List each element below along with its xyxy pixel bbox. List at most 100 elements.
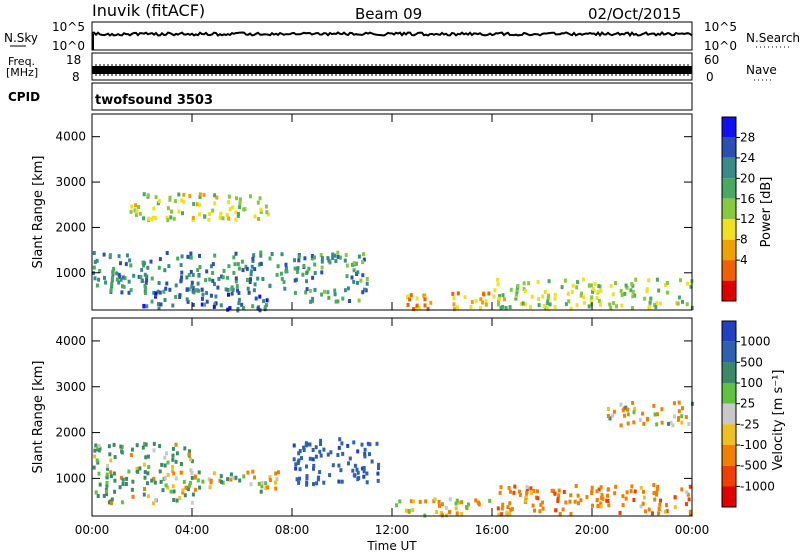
velocity-data-cell: [328, 473, 332, 478]
power-data-cell: [253, 282, 257, 287]
power-data-cell: [463, 295, 467, 300]
velocity-data-cell: [175, 451, 179, 456]
velocity-data-cell: [97, 443, 101, 448]
power-data-cell: [283, 286, 287, 291]
power-data-cell: [154, 195, 158, 200]
power-data-cell: [263, 305, 267, 310]
velocity-data-cell: [680, 414, 684, 419]
velocity-data-cell: [488, 498, 492, 503]
x-tick-label: 20:00: [575, 523, 610, 537]
power-data-cell: [221, 216, 225, 221]
power-data-cell: [543, 289, 547, 294]
power-data-cell: [647, 305, 651, 310]
velocity-data-cell: [141, 445, 145, 450]
velocity-data-cell: [518, 492, 522, 497]
velocity-data-cell: [356, 470, 360, 475]
power-data-cell: [215, 195, 219, 200]
velocity-colorbar-tick-label: -1000: [740, 479, 775, 493]
power-data-cell: [648, 300, 652, 305]
velocity-data-cell: [536, 496, 540, 501]
velocity-data-cell: [558, 512, 562, 516]
velocity-data-cell: [576, 493, 580, 498]
power-data-cell: [227, 200, 230, 205]
velocity-data-cell: [338, 437, 342, 442]
velocity-data-cell: [541, 506, 545, 511]
power-data-cell: [192, 290, 196, 295]
power-data-cell: [158, 257, 162, 262]
velocity-data-cell: [497, 512, 501, 517]
velocity-data-cell: [129, 453, 133, 458]
power-data-cell: [251, 259, 255, 263]
power-data-cell: [190, 280, 194, 285]
velocity-data-cell: [460, 511, 464, 516]
velocity-data-cell: [642, 421, 646, 426]
power-data-cell: [320, 270, 324, 275]
power-data-cell: [665, 290, 669, 295]
velocity-data-cell: [109, 501, 113, 506]
velocity-data-cell: [457, 500, 461, 505]
power-data-cell: [326, 290, 330, 295]
velocity-colorbar-tick-label: -100: [740, 438, 767, 452]
velocity-data-cell: [377, 462, 381, 467]
velocity-data-cell: [298, 449, 302, 453]
velocity-data-cell: [688, 509, 692, 514]
power-data-cell: [130, 204, 134, 209]
velocity-data-cell: [340, 479, 344, 484]
power-data-cell: [496, 302, 500, 307]
power-data-cell: [631, 294, 635, 299]
velocity-data-cell: [496, 506, 500, 511]
velocity-data-cell: [525, 485, 529, 490]
power-data-cell: [423, 297, 427, 302]
velocity-data-cell: [363, 454, 367, 459]
power-data-cell: [350, 275, 354, 280]
power-data-cell: [256, 200, 260, 205]
velocity-ylabel: Slant Range [km]: [31, 361, 46, 474]
power-data-cell: [108, 253, 112, 258]
power-data-cell: [198, 202, 202, 207]
velocity-data-cell: [467, 502, 470, 507]
power-data-cell: [361, 260, 365, 265]
power-data-cell: [516, 284, 520, 288]
velocity-data-cell: [98, 446, 102, 451]
freq-trace: [91, 64, 692, 76]
power-data-cell: [527, 281, 531, 286]
velocity-data-cell: [189, 468, 193, 473]
power-data-cell: [282, 280, 286, 285]
power-data-cell: [143, 284, 147, 289]
velocity-data-cell: [188, 483, 192, 488]
power-colorbar-tick-label: 28: [740, 130, 755, 144]
velocity-data-cell: [110, 497, 114, 502]
power-data-cell: [311, 296, 315, 301]
velocity-data-cell: [221, 480, 225, 485]
velocity-data-cell: [105, 492, 108, 497]
velocity-data-cell: [220, 479, 223, 484]
power-colorbar-segment: [722, 280, 736, 301]
power-data-cell: [163, 268, 167, 273]
power-data-cell: [362, 257, 366, 262]
power-data-cell: [235, 196, 238, 201]
velocity-data-cell: [165, 451, 168, 456]
velocity-data-cell: [672, 401, 676, 406]
velocity-data-cell: [152, 441, 156, 446]
velocity-data-cell: [684, 415, 688, 420]
power-data-cell: [205, 299, 209, 304]
velocity-data-cell: [102, 493, 106, 498]
power-data-cell: [293, 258, 296, 263]
power-data-cell: [142, 263, 145, 268]
power-data-cell: [137, 274, 141, 279]
power-data-cell: [185, 275, 189, 280]
velocity-data-cell: [474, 498, 478, 503]
station-title: Inuvik (fitACF): [92, 1, 205, 20]
power-data-cell: [157, 281, 161, 285]
velocity-data-cell: [264, 486, 268, 491]
power-data-cell: [188, 194, 192, 199]
x-tick-label: 16:00: [475, 523, 510, 537]
velocity-data-cell: [146, 454, 150, 459]
velocity-data-cell: [411, 499, 415, 504]
velocity-data-cell: [106, 466, 109, 471]
power-data-cell: [234, 276, 238, 281]
power-data-cell: [146, 193, 150, 198]
velocity-data-cell: [305, 474, 309, 479]
velocity-data-cell: [535, 489, 539, 494]
power-data-cell: [125, 253, 129, 258]
